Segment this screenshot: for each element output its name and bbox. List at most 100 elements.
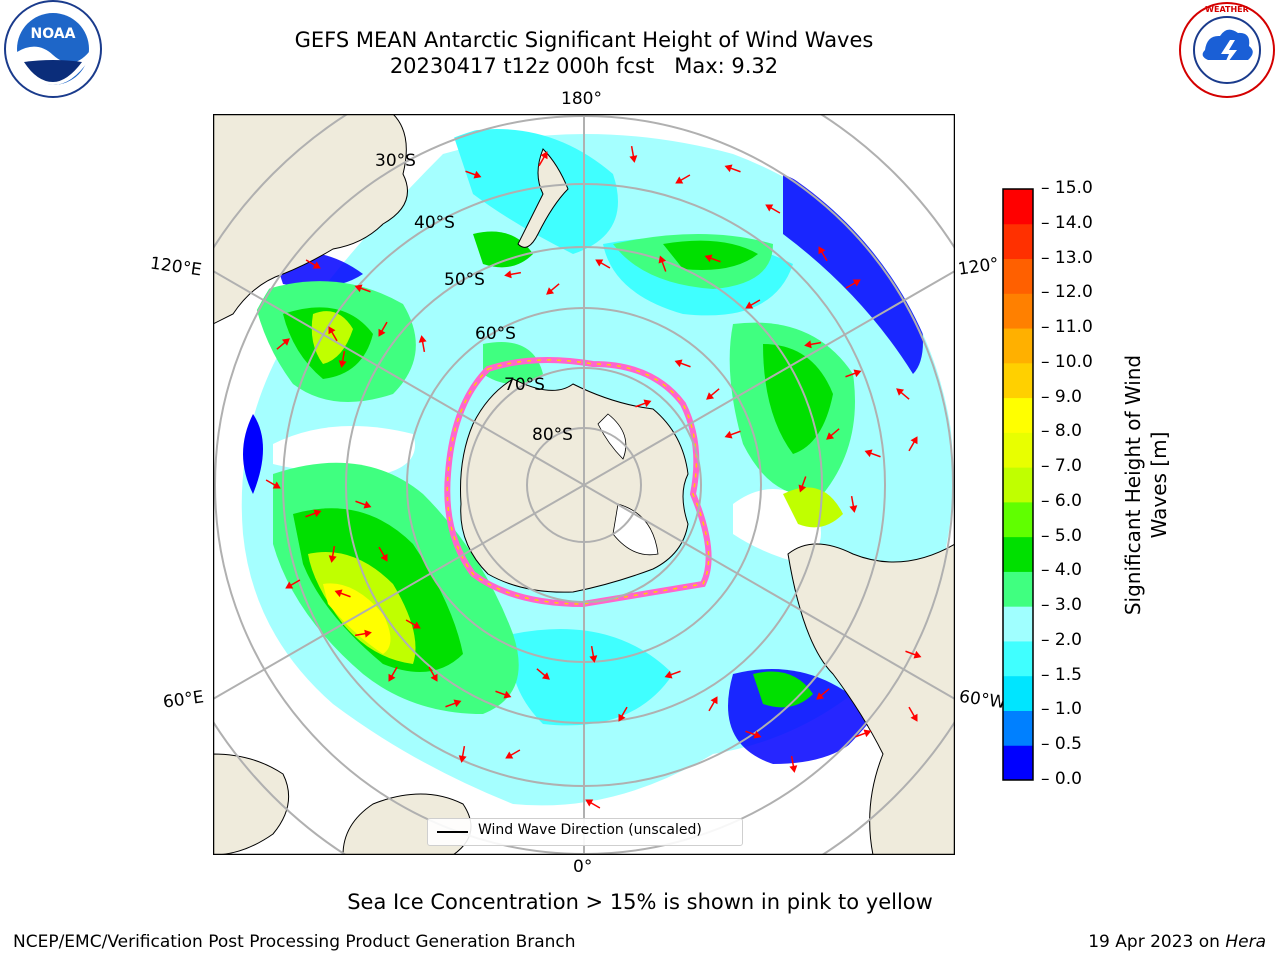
wave-arrow xyxy=(305,509,322,518)
wave-arrow xyxy=(378,546,388,562)
colorbar-tick-label: – 1.5 xyxy=(1041,664,1082,685)
footer-system: Hera xyxy=(1225,932,1266,952)
wave-arrow xyxy=(816,688,830,700)
wave-arrow xyxy=(675,174,691,184)
colorbar-tick-label: – 4.0 xyxy=(1041,560,1082,581)
colorbar-label: Significant Height of Wind Waves [m] xyxy=(1121,354,1171,616)
wave-direction-arrows xyxy=(265,145,922,809)
lon-label-60w: 60°W xyxy=(957,686,1008,714)
wave-arrow xyxy=(864,449,881,458)
sea-ice-note: Sea Ice Concentration > 15% is shown in … xyxy=(347,890,933,914)
wave-arrow xyxy=(765,204,781,214)
chart-subtitle: 20230417 t12z 000h fcst Max: 9.32 xyxy=(389,54,779,78)
colorbar-tick-label: – 3.0 xyxy=(1041,595,1082,616)
lat-label-80s: 80°S xyxy=(532,425,573,445)
colorbar-tick-label: – 13.0 xyxy=(1041,247,1093,268)
lat-label-40s: 40°S xyxy=(414,213,455,233)
wave-arrow xyxy=(354,284,371,293)
lon-label-120e: 120°E xyxy=(148,253,203,281)
wave-arrow xyxy=(798,476,807,493)
colorbar-tick-label: – 0.0 xyxy=(1041,769,1082,789)
wave-arrow xyxy=(265,479,281,489)
colorbar-tick-label: – 5.0 xyxy=(1041,525,1082,546)
lat-label-50s: 50°S xyxy=(444,270,485,290)
wave-arrow xyxy=(905,650,922,659)
lon-label-120w: 120° xyxy=(956,254,1001,280)
wave-arrow xyxy=(334,589,351,598)
colorbar-segment xyxy=(1003,189,1033,225)
colorbar-segment xyxy=(1003,467,1033,503)
colorbar-tick-label: – 9.0 xyxy=(1041,386,1082,407)
wave-arrow xyxy=(845,279,861,289)
colorbar-segment xyxy=(1003,536,1033,572)
wave-arrow xyxy=(589,645,598,663)
polar-map xyxy=(213,114,955,855)
wave-arrow xyxy=(849,495,858,513)
wave-arrow xyxy=(328,545,337,563)
wave-arrow xyxy=(285,579,301,589)
colorbar-tick-label: – 2.0 xyxy=(1041,629,1082,650)
wave-arrow xyxy=(635,399,652,408)
colorbar-tick-label: – 8.0 xyxy=(1041,421,1082,442)
colorbar-segment xyxy=(1003,640,1033,677)
longitude-grid xyxy=(213,114,955,855)
wave-arrow xyxy=(674,359,691,368)
colorbar-segment xyxy=(1003,293,1033,329)
colorbar-tick-label: – 15.0 xyxy=(1041,178,1093,198)
wave-arrow xyxy=(789,755,798,773)
lon-label-60e: 60°E xyxy=(161,687,206,713)
wave-arrow xyxy=(388,666,398,682)
wave-arrow xyxy=(845,369,862,378)
colorbar-segment xyxy=(1003,606,1033,642)
wave-arrow xyxy=(305,259,321,269)
colorbar-segment xyxy=(1003,571,1033,607)
wave-arrow xyxy=(354,629,372,638)
colorbar-segment xyxy=(1003,223,1033,260)
wave-arrow xyxy=(826,428,840,440)
lon-label-0: 0° xyxy=(573,857,593,877)
colorbar-tick-label: – 7.0 xyxy=(1041,456,1082,477)
wave-arrow xyxy=(276,338,290,350)
lon-label-180: 180° xyxy=(561,89,602,109)
footer-branch: NCEP/EMC/Verification Post Processing Pr… xyxy=(13,932,576,952)
footer-date: 19 Apr 2023 on Hera xyxy=(1088,932,1266,952)
svg-text:NOAA: NOAA xyxy=(31,26,76,42)
colorbar-segment xyxy=(1003,362,1033,399)
colorbar-tick-label: – 0.5 xyxy=(1041,734,1082,755)
wave-arrow xyxy=(724,430,741,439)
footer-date-text: 19 Apr 2023 on xyxy=(1088,932,1226,952)
wave-arrow xyxy=(536,668,550,680)
wave-arrow xyxy=(629,145,638,163)
wave-arrow xyxy=(855,729,872,738)
wave-arrow xyxy=(704,254,721,263)
noaa-logo: NOAA xyxy=(4,0,102,98)
colorbar-tick-label: – 11.0 xyxy=(1041,317,1093,338)
chart-title: GEFS MEAN Antarctic Significant Height o… xyxy=(294,28,874,52)
colorbar-tick-label: – 6.0 xyxy=(1041,490,1082,511)
wave-arrow xyxy=(355,500,372,509)
lat-label-30s: 30°S xyxy=(375,151,416,171)
wave-arrow xyxy=(745,730,762,739)
wave-arrow xyxy=(745,299,761,309)
colorbar-segment xyxy=(1003,432,1033,468)
colorbar-tick-label: – 12.0 xyxy=(1041,282,1093,303)
wave-arrow xyxy=(458,745,467,763)
wave-arrow xyxy=(546,283,560,295)
wave-arrow xyxy=(538,151,548,167)
colorbar-segment xyxy=(1003,710,1033,746)
colorbar-segment xyxy=(1003,258,1033,294)
wave-arrow xyxy=(585,799,601,809)
colorbar-tick-label: – 10.0 xyxy=(1041,351,1093,372)
wave-arrow xyxy=(405,619,421,629)
colorbar-segment xyxy=(1003,745,1033,781)
wave-arrow xyxy=(664,670,681,679)
wave-arrow xyxy=(896,388,910,400)
wave-arrow xyxy=(595,259,611,269)
wave-arrow xyxy=(505,749,521,759)
colorbar-segment xyxy=(1003,397,1033,433)
colorbar xyxy=(1002,188,1034,781)
wave-arrow xyxy=(465,170,482,179)
map-legend: Wind Wave Direction (unscaled) xyxy=(427,818,743,846)
wave-arrow xyxy=(708,696,718,712)
colorbar-tick-label: – 1.0 xyxy=(1041,699,1082,720)
